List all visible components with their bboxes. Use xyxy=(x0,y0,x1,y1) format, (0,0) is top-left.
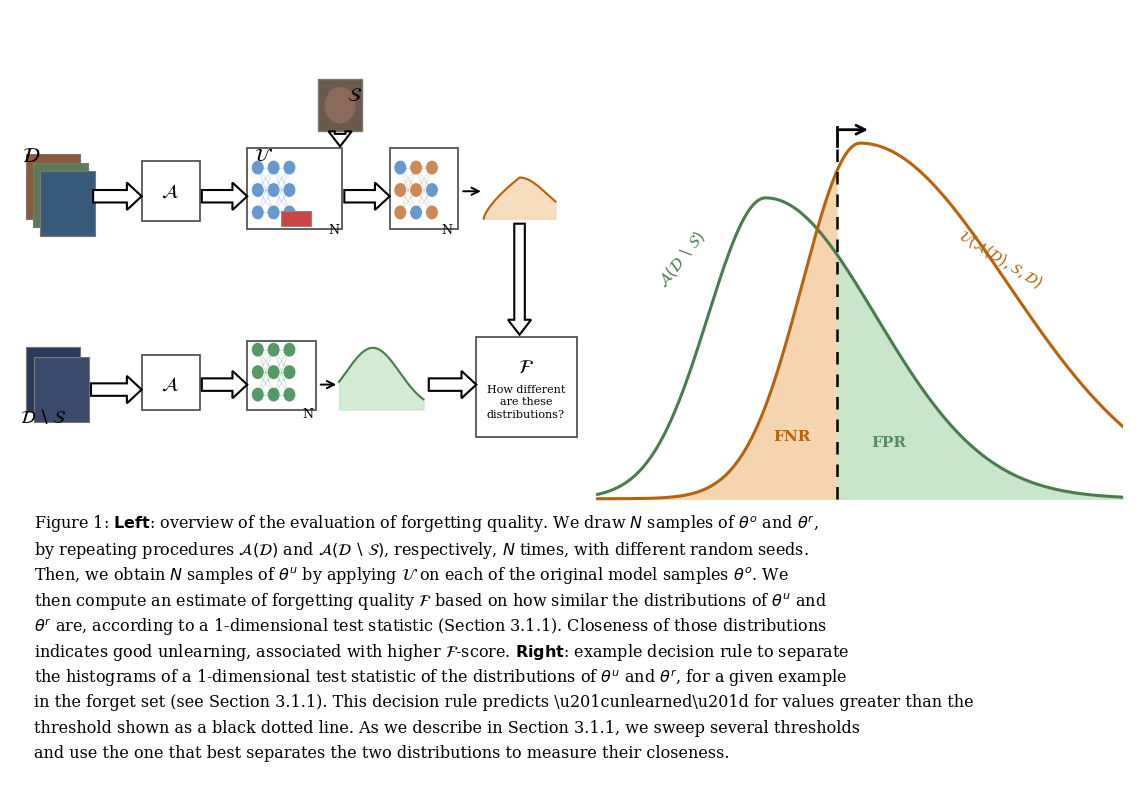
FancyArrow shape xyxy=(93,182,141,210)
Bar xyxy=(247,148,342,228)
Bar xyxy=(390,148,458,228)
Text: Then, we obtain $N$ samples of $\theta^u$ by applying $\mathcal{U}$ on each of t: Then, we obtain $N$ samples of $\theta^u… xyxy=(34,566,789,586)
Text: $\mathcal{U}(\mathcal{A}(\mathcal{D}), \mathcal{S}, \mathcal{D})$: $\mathcal{U}(\mathcal{A}(\mathcal{D}), \… xyxy=(955,225,1045,292)
Bar xyxy=(34,357,89,422)
Text: and use the one that best separates the two distributions to measure their close: and use the one that best separates the … xyxy=(34,745,730,762)
Text: are these: are these xyxy=(499,397,552,407)
Text: $\mathcal{U}$: $\mathcal{U}$ xyxy=(253,148,272,165)
Text: the histograms of a 1-dimensional test statistic of the distributions of $\theta: the histograms of a 1-dimensional test s… xyxy=(34,668,847,690)
FancyArrow shape xyxy=(328,131,352,146)
Text: N: N xyxy=(441,224,453,237)
FancyArrow shape xyxy=(344,182,390,210)
Text: FNR: FNR xyxy=(773,431,811,444)
Circle shape xyxy=(394,206,406,219)
Text: threshold shown as a black dotted line. As we describe in Section 3.1.1, we swee: threshold shown as a black dotted line. … xyxy=(34,720,861,736)
Text: distributions?: distributions? xyxy=(487,409,565,419)
Circle shape xyxy=(410,161,422,174)
Text: $\mathcal{A}$: $\mathcal{A}$ xyxy=(161,375,179,393)
Circle shape xyxy=(284,206,295,219)
Circle shape xyxy=(426,161,438,174)
Circle shape xyxy=(325,88,355,122)
FancyArrow shape xyxy=(202,371,247,398)
Circle shape xyxy=(284,366,295,378)
Circle shape xyxy=(426,184,438,196)
Circle shape xyxy=(426,206,438,219)
Circle shape xyxy=(410,206,422,219)
Bar xyxy=(247,341,316,409)
Circle shape xyxy=(268,184,279,196)
Circle shape xyxy=(268,206,279,219)
Text: indicates good unlearning, associated with higher $\mathcal{F}$-score. $\mathbf{: indicates good unlearning, associated wi… xyxy=(34,642,849,664)
Circle shape xyxy=(268,161,279,174)
Bar xyxy=(25,154,81,219)
Circle shape xyxy=(252,184,263,196)
FancyArrow shape xyxy=(508,224,531,335)
Text: $\mathcal{F}$: $\mathcal{F}$ xyxy=(518,359,534,378)
Circle shape xyxy=(394,184,406,196)
Circle shape xyxy=(268,366,279,378)
Text: $\mathcal{D} \setminus \mathcal{S}$: $\mathcal{D} \setminus \mathcal{S}$ xyxy=(21,408,67,427)
Bar xyxy=(477,337,577,437)
Circle shape xyxy=(268,344,279,356)
Text: $\mathcal{A}$: $\mathcal{A}$ xyxy=(161,182,179,200)
Circle shape xyxy=(394,161,406,174)
Circle shape xyxy=(284,389,295,401)
Bar xyxy=(141,355,199,409)
Text: in the forget set (see Section 3.1.1). This decision rule predicts \u201cunlearn: in the forget set (see Section 3.1.1). T… xyxy=(34,694,974,711)
Bar xyxy=(280,211,310,226)
Text: N: N xyxy=(302,408,312,421)
Circle shape xyxy=(252,389,263,401)
Circle shape xyxy=(252,206,263,219)
Bar xyxy=(141,161,199,221)
Circle shape xyxy=(284,184,295,196)
Text: $\theta^r$ are, according to a 1-dimensional test statistic (Section 3.1.1). Clo: $\theta^r$ are, according to a 1-dimensi… xyxy=(34,617,826,638)
Circle shape xyxy=(268,389,279,401)
Text: FPR: FPR xyxy=(872,436,906,450)
Bar xyxy=(33,163,88,228)
Text: by repeating procedures $\mathcal{A}(\mathcal{D})$ and $\mathcal{A}(\mathcal{D} : by repeating procedures $\mathcal{A}(\ma… xyxy=(34,540,809,561)
Text: Figure 1: $\mathbf{Left}$: overview of the evaluation of forgetting quality. We : Figure 1: $\mathbf{Left}$: overview of t… xyxy=(34,514,819,535)
Circle shape xyxy=(284,344,295,356)
Text: How different: How different xyxy=(487,385,565,394)
Circle shape xyxy=(410,184,422,196)
Circle shape xyxy=(252,161,263,174)
FancyArrow shape xyxy=(202,182,247,210)
Circle shape xyxy=(284,161,295,174)
Bar xyxy=(318,79,363,131)
Text: N: N xyxy=(328,224,340,237)
Circle shape xyxy=(252,366,263,378)
FancyArrow shape xyxy=(91,376,141,404)
Text: then compute an estimate of forgetting quality $\mathcal{F}$ based on how simila: then compute an estimate of forgetting q… xyxy=(34,591,828,612)
Circle shape xyxy=(252,344,263,356)
Text: $\mathcal{D}$: $\mathcal{D}$ xyxy=(23,147,41,167)
Bar xyxy=(25,347,81,412)
Text: $\mathcal{A}(\mathcal{D} \setminus \mathcal{S})$: $\mathcal{A}(\mathcal{D} \setminus \math… xyxy=(653,228,708,292)
FancyArrow shape xyxy=(429,371,477,398)
Bar xyxy=(40,171,96,236)
Text: $\mathcal{S}$: $\mathcal{S}$ xyxy=(348,88,363,105)
